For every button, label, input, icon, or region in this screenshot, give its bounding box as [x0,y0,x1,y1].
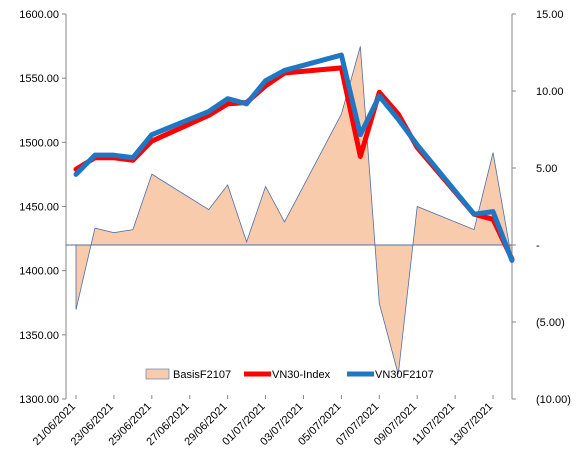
y-left-tick-label-4: 1500.00 [19,137,59,149]
legend-label-basis: BasisF2107 [173,369,231,381]
basis-area [76,46,512,374]
y-right-tick-label-5: 15.00 [536,9,564,21]
y-left-tick-label-5: 1550.00 [19,73,59,85]
legend-swatch-basis [146,369,169,379]
y-right-tick-label-2: - [536,240,540,252]
y-right-tick-label-4: 10.00 [536,86,564,98]
basis-area-layer [76,46,512,374]
y-left-tick-label-3: 1450.00 [19,202,59,214]
y-right-tick-label-3: 5.00 [536,163,557,175]
y-right-tick-label-1: (5.00) [536,317,565,329]
legend: BasisF2107 VN30-Index VN30F2107 [146,369,434,381]
y-left-tick-label-1: 1350.00 [19,330,59,342]
legend-label-vn30f2107: VN30F2107 [375,369,434,381]
y-left-tick-label-6: 1600.00 [19,9,59,21]
legend-label-vn30-index: VN30-Index [272,369,331,381]
y-left-tick-label-2: 1400.00 [19,266,59,278]
y-left-tick-label-0: 1300.00 [19,394,59,406]
y-right-tick-label-0: (10.00) [536,394,571,406]
